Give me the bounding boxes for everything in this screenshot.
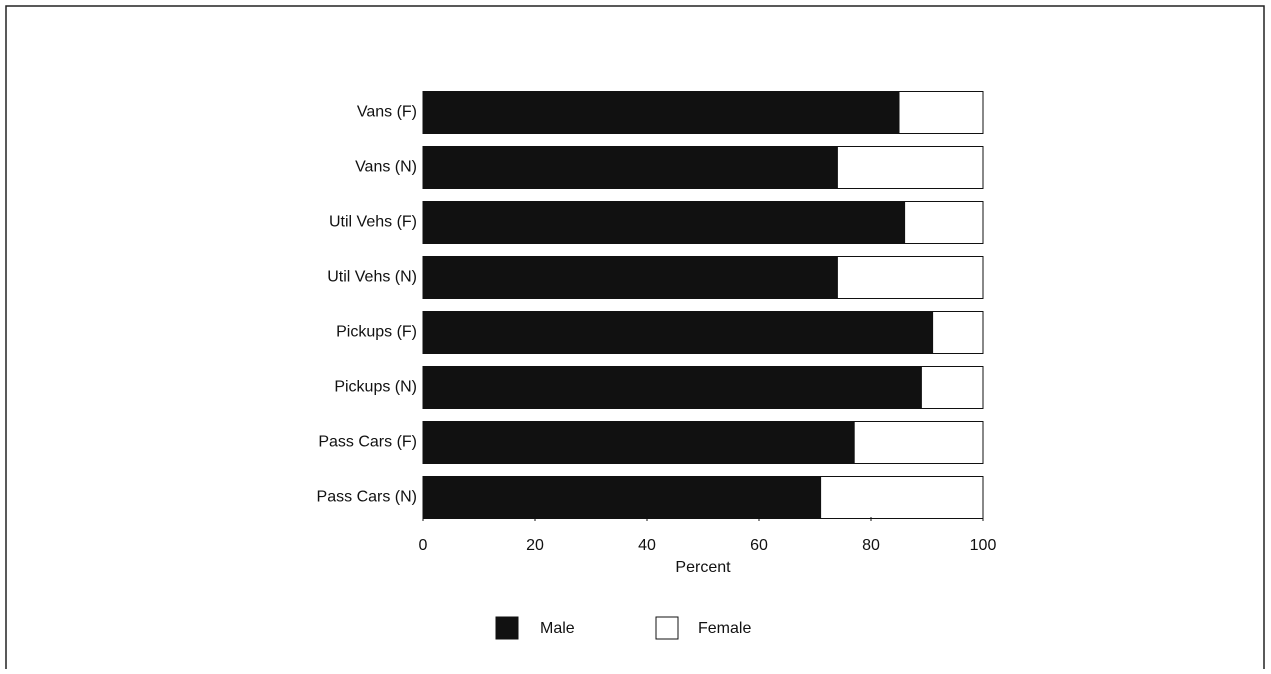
bar-segment xyxy=(836,146,984,189)
bar-segment xyxy=(898,91,984,134)
legend-label: Female xyxy=(698,620,751,637)
bar-segment xyxy=(422,256,838,299)
legend-swatch xyxy=(655,616,679,640)
bar-segment xyxy=(920,366,984,409)
x-tick-label: 60 xyxy=(750,537,768,554)
frame xyxy=(5,5,1265,674)
bar-segment xyxy=(932,311,984,354)
bar-segment xyxy=(422,476,822,519)
y-tick-label: Pickups (N) xyxy=(334,379,417,396)
x-tick-label: 80 xyxy=(862,537,880,554)
y-tick-label: Pass Cars (F) xyxy=(318,434,417,451)
y-tick-label: Util Vehs (N) xyxy=(327,269,417,286)
bar-segment xyxy=(853,421,984,464)
legend-label: Male xyxy=(540,620,575,637)
y-tick-label: Pass Cars (N) xyxy=(317,489,417,506)
y-tick-label: Pickups (F) xyxy=(336,324,417,341)
bar-segment xyxy=(422,146,838,189)
legend-swatch xyxy=(495,616,519,640)
bar-segment xyxy=(836,256,984,299)
bar-segment xyxy=(422,91,900,134)
bar-segment xyxy=(422,201,906,244)
bar-segment xyxy=(820,476,984,519)
x-tick-label: 0 xyxy=(419,537,428,554)
x-tick-label: 40 xyxy=(638,537,656,554)
y-tick-label: Vans (N) xyxy=(355,159,417,176)
bar-segment xyxy=(904,201,984,244)
bar-segment xyxy=(422,421,855,464)
bar-segment xyxy=(422,311,934,354)
bar-segment xyxy=(422,366,922,409)
x-tick-label: 20 xyxy=(526,537,544,554)
x-tick-label: 100 xyxy=(970,537,997,554)
y-tick-label: Util Vehs (F) xyxy=(329,214,417,231)
x-axis-label: Percent xyxy=(675,559,731,576)
y-tick-label: Vans (F) xyxy=(357,104,417,121)
